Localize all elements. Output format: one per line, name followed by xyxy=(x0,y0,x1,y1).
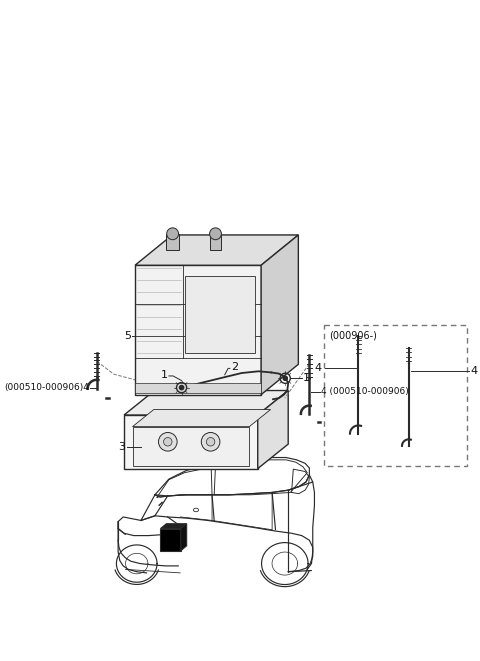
Text: 4: 4 xyxy=(315,364,322,373)
Polygon shape xyxy=(124,391,288,415)
Circle shape xyxy=(210,228,221,240)
Text: 2: 2 xyxy=(231,362,238,372)
Bar xyxy=(210,234,221,250)
Polygon shape xyxy=(132,426,249,466)
Polygon shape xyxy=(135,235,299,265)
Circle shape xyxy=(164,438,172,446)
Text: 3: 3 xyxy=(118,442,125,452)
Circle shape xyxy=(167,228,179,240)
Text: 1: 1 xyxy=(302,373,310,383)
Polygon shape xyxy=(160,524,187,529)
Circle shape xyxy=(158,432,177,451)
Circle shape xyxy=(201,432,220,451)
Bar xyxy=(185,276,255,353)
Text: 4 (000510-000906): 4 (000510-000906) xyxy=(321,387,409,396)
Bar xyxy=(166,234,179,250)
Circle shape xyxy=(283,376,288,380)
Polygon shape xyxy=(261,235,299,395)
Polygon shape xyxy=(135,265,261,395)
Text: 4: 4 xyxy=(470,366,477,376)
Text: 5: 5 xyxy=(124,331,131,341)
Polygon shape xyxy=(181,524,187,551)
Polygon shape xyxy=(124,415,258,469)
Text: 1: 1 xyxy=(161,369,168,380)
Bar xyxy=(135,383,261,393)
Polygon shape xyxy=(132,410,271,426)
Text: (000510-000906)4: (000510-000906)4 xyxy=(4,383,89,392)
Circle shape xyxy=(180,385,184,390)
Bar xyxy=(160,529,181,551)
Bar xyxy=(324,325,467,466)
Text: (000906-): (000906-) xyxy=(329,330,377,340)
Polygon shape xyxy=(258,391,288,469)
Circle shape xyxy=(206,438,215,446)
